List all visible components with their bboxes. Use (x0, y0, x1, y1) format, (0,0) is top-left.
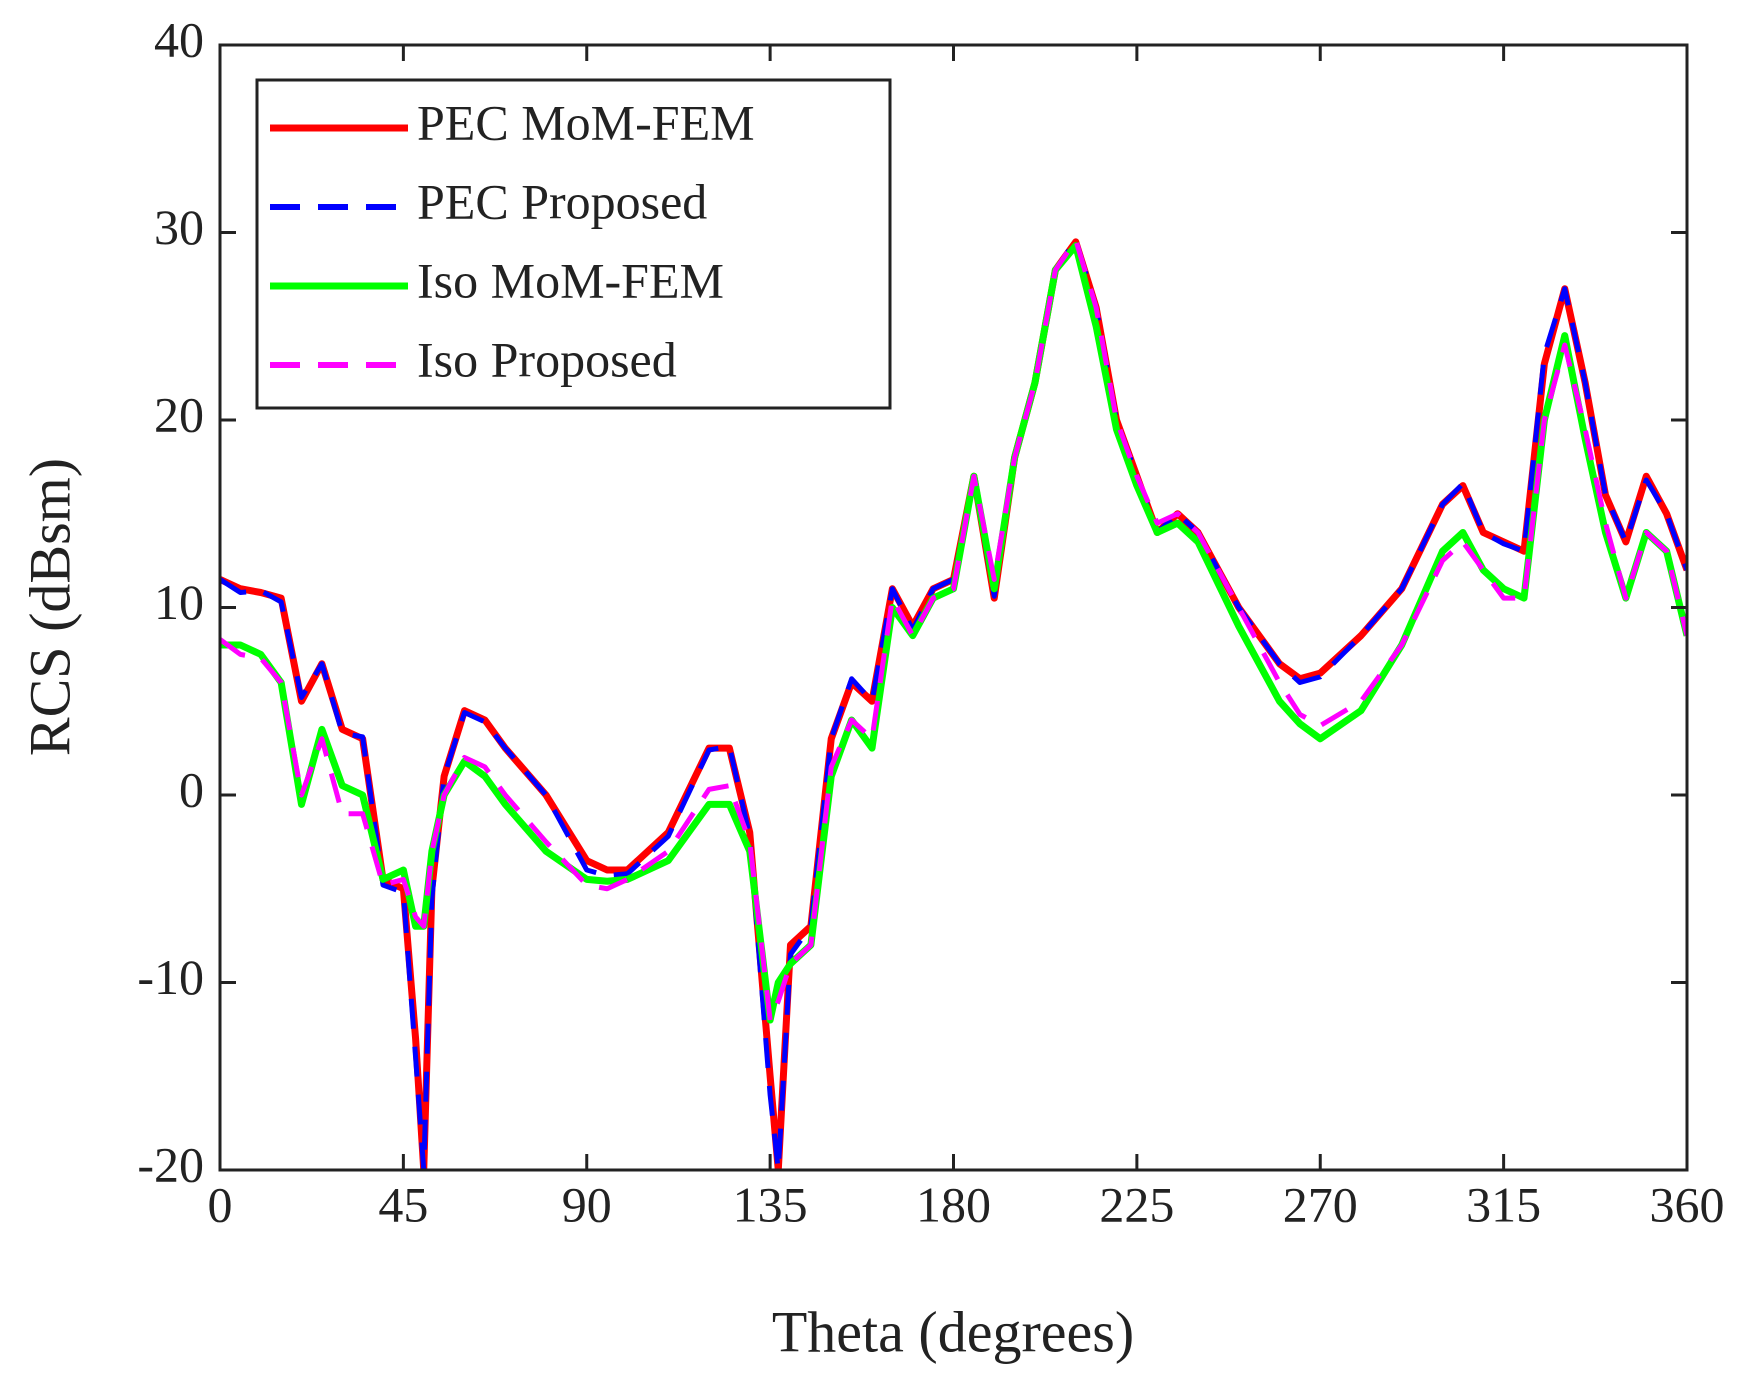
y-tick-label: -10 (137, 949, 204, 1005)
x-tick-label: 225 (1099, 1176, 1174, 1232)
legend-label: PEC Proposed (417, 173, 707, 229)
plot-lines (220, 237, 1687, 1170)
x-tick-label: 0 (208, 1176, 233, 1232)
x-axis-label: Theta (degrees) (772, 1299, 1134, 1364)
y-tick-label: 0 (179, 761, 204, 817)
x-tick-label: 315 (1466, 1176, 1541, 1232)
y-axis-label: RCS (dBsm) (17, 458, 82, 756)
legend-label: Iso MoM-FEM (417, 252, 724, 308)
x-tick-label: 360 (1650, 1176, 1725, 1232)
y-tick-label: 30 (154, 199, 204, 255)
legend-label: Iso Proposed (417, 331, 677, 387)
x-tick-label: 180 (916, 1176, 991, 1232)
x-tick-label: 135 (733, 1176, 808, 1232)
x-tick-label: 45 (378, 1176, 428, 1232)
legend-box (255, 78, 892, 410)
y-tick-label: 40 (154, 11, 204, 67)
y-tick-label: -20 (137, 1136, 204, 1192)
x-tick-label: 90 (562, 1176, 612, 1232)
y-tick-label: 10 (154, 574, 204, 630)
legend-label: PEC MoM-FEM (417, 94, 755, 150)
x-tick-label: 270 (1283, 1176, 1358, 1232)
series-line (220, 237, 1687, 1023)
y-tick-label: 20 (154, 386, 204, 442)
